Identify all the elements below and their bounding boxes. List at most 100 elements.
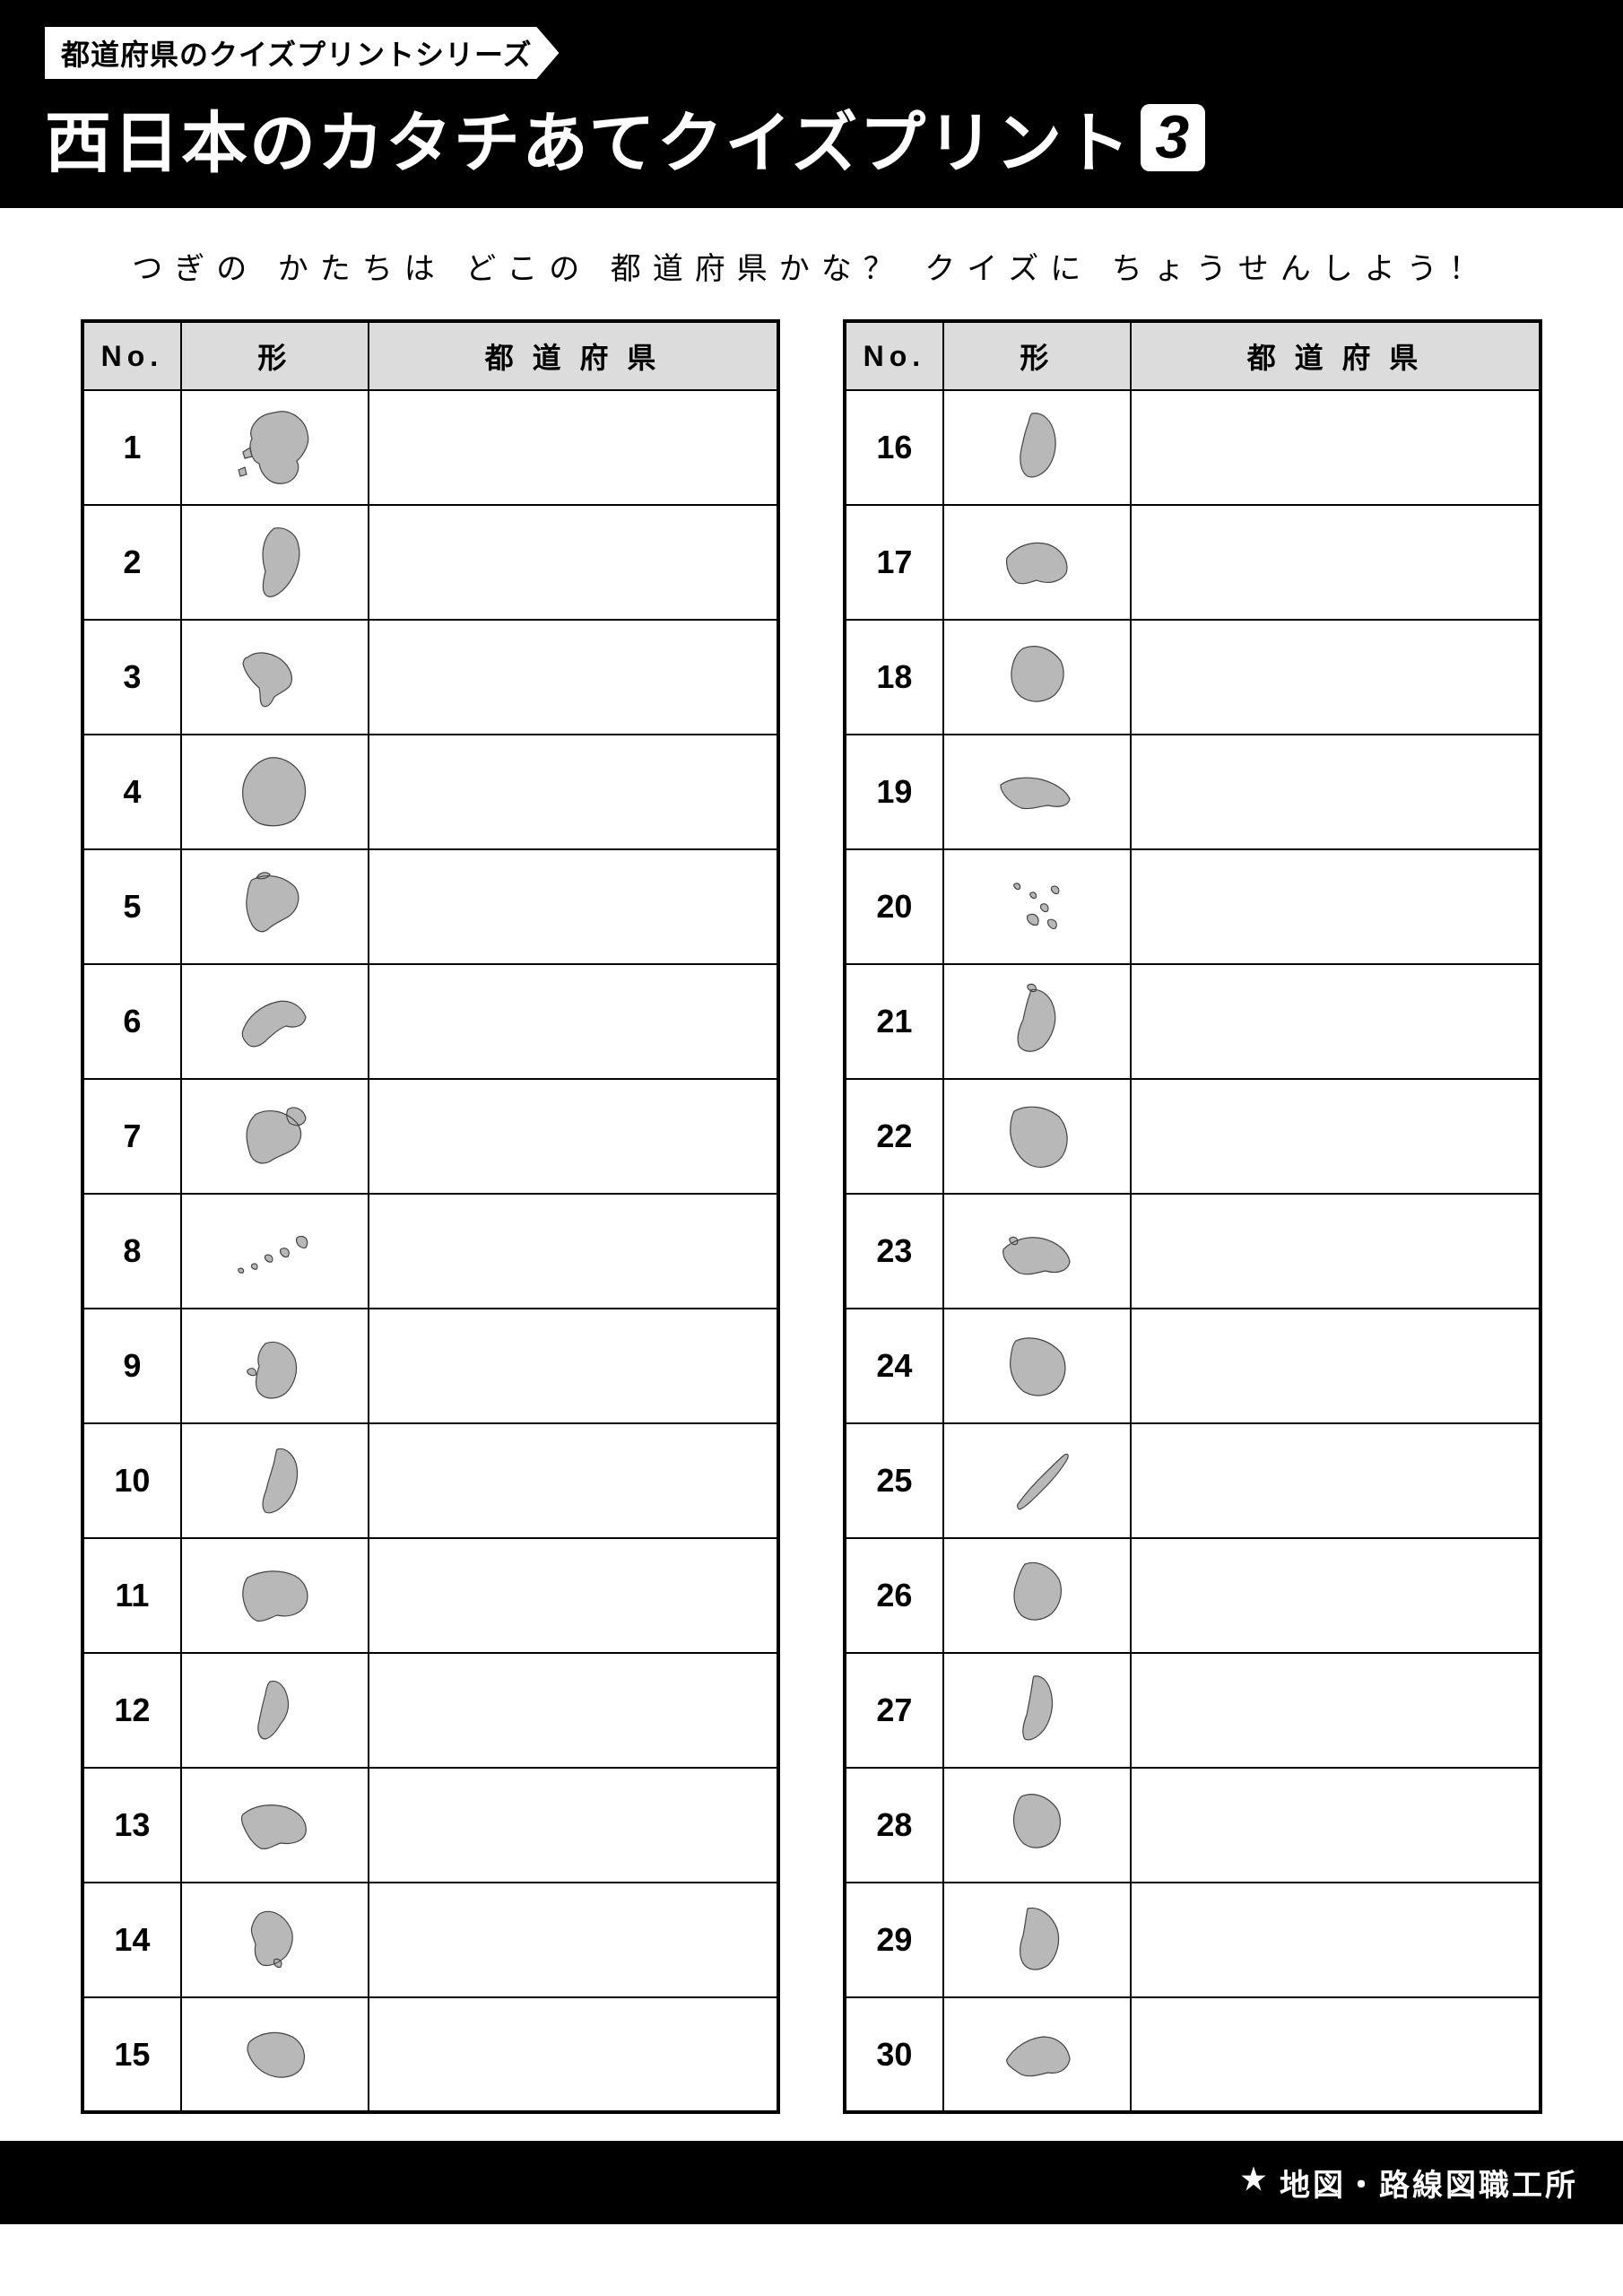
cell-shape xyxy=(943,1538,1131,1653)
cell-shape xyxy=(943,1194,1131,1309)
cell-no: 18 xyxy=(845,620,943,735)
prefecture-shape-icon xyxy=(212,977,337,1066)
cell-no: 16 xyxy=(845,390,943,505)
cell-no: 22 xyxy=(845,1079,943,1194)
cell-answer xyxy=(1131,1423,1541,1538)
cell-no: 15 xyxy=(82,1997,181,2112)
header-prefecture: 都 道 府 県 xyxy=(369,321,778,390)
prefecture-shape-icon xyxy=(212,1206,337,1296)
table-row: 9 xyxy=(82,1309,778,1423)
instruction-text: つぎの かたちは どこの 都道府県かな？ クイズに ちょうせんしよう！ xyxy=(81,244,1542,288)
quiz-table-left: No. 形 都 道 府 県 123456789101112131415 xyxy=(81,319,780,2114)
cell-shape xyxy=(943,620,1131,735)
cell-no: 26 xyxy=(845,1538,943,1653)
cell-answer xyxy=(369,1883,778,1997)
cell-shape xyxy=(181,390,369,505)
main-title: 西日本のカタチあてクイズプリント 3 xyxy=(45,90,1578,186)
cell-no: 6 xyxy=(82,964,181,1079)
cell-no: 8 xyxy=(82,1194,181,1309)
prefecture-shape-icon xyxy=(974,403,1099,492)
table-row: 23 xyxy=(845,1194,1541,1309)
prefecture-shape-icon xyxy=(212,1436,337,1526)
prefecture-shape-icon xyxy=(974,1206,1099,1296)
prefecture-shape-icon xyxy=(974,747,1099,837)
table-row: 18 xyxy=(845,620,1541,735)
prefecture-shape-icon xyxy=(974,862,1099,952)
table-row: 26 xyxy=(845,1538,1541,1653)
header-prefecture: 都 道 府 県 xyxy=(1131,321,1541,390)
prefecture-shape-icon xyxy=(212,517,337,607)
cell-answer xyxy=(1131,1194,1541,1309)
cell-shape xyxy=(943,1997,1131,2112)
prefecture-shape-icon xyxy=(974,632,1099,722)
table-row: 13 xyxy=(82,1768,778,1883)
table-row: 1 xyxy=(82,390,778,505)
cell-no: 17 xyxy=(845,505,943,620)
table-header-row: No. 形 都 道 府 県 xyxy=(82,321,778,390)
cell-no: 21 xyxy=(845,964,943,1079)
cell-answer xyxy=(1131,620,1541,735)
cell-no: 27 xyxy=(845,1653,943,1768)
cell-shape xyxy=(181,505,369,620)
cell-answer xyxy=(369,1309,778,1423)
table-row: 24 xyxy=(845,1309,1541,1423)
cell-answer xyxy=(369,390,778,505)
table-row: 20 xyxy=(845,849,1541,964)
cell-shape xyxy=(943,1653,1131,1768)
table-row: 3 xyxy=(82,620,778,735)
cell-shape xyxy=(943,505,1131,620)
prefecture-shape-icon xyxy=(212,2010,337,2100)
cell-answer xyxy=(369,735,778,849)
cell-shape xyxy=(943,1423,1131,1538)
cell-shape xyxy=(181,1309,369,1423)
content-area: つぎの かたちは どこの 都道府県かな？ クイズに ちょうせんしよう！ No. … xyxy=(0,208,1623,2141)
series-label: 都道府県のクイズプリントシリーズ xyxy=(45,27,559,79)
table-row: 6 xyxy=(82,964,778,1079)
prefecture-shape-icon xyxy=(212,1780,337,1870)
cell-answer xyxy=(369,1194,778,1309)
cell-answer xyxy=(369,849,778,964)
cell-no: 2 xyxy=(82,505,181,620)
table-row: 14 xyxy=(82,1883,778,1997)
table-row: 30 xyxy=(845,1997,1541,2112)
cell-answer xyxy=(1131,735,1541,849)
cell-no: 14 xyxy=(82,1883,181,1997)
cell-answer xyxy=(369,1997,778,2112)
table-header-row: No. 形 都 道 府 県 xyxy=(845,321,1541,390)
cell-shape xyxy=(181,1768,369,1883)
header-shape: 形 xyxy=(181,321,369,390)
cell-answer xyxy=(1131,1079,1541,1194)
cell-answer xyxy=(1131,1538,1541,1653)
prefecture-shape-icon xyxy=(212,1091,337,1181)
table-row: 11 xyxy=(82,1538,778,1653)
cell-answer xyxy=(1131,390,1541,505)
table-row: 21 xyxy=(845,964,1541,1079)
cell-shape xyxy=(943,1768,1131,1883)
prefecture-shape-icon xyxy=(212,403,337,492)
table-row: 5 xyxy=(82,849,778,964)
prefecture-shape-icon xyxy=(974,977,1099,1066)
tables-wrap: No. 形 都 道 府 県 123456789101112131415 No. … xyxy=(81,319,1542,2114)
cell-no: 20 xyxy=(845,849,943,964)
title-number: 3 xyxy=(1141,104,1205,171)
cell-shape xyxy=(943,849,1131,964)
cell-no: 28 xyxy=(845,1768,943,1883)
cell-shape xyxy=(181,1653,369,1768)
prefecture-shape-icon xyxy=(974,1665,1099,1755)
cell-answer xyxy=(1131,1883,1541,1997)
cell-shape xyxy=(943,1309,1131,1423)
cell-shape xyxy=(943,1079,1131,1194)
quiz-table-right: No. 形 都 道 府 県 16171819202122232425262728… xyxy=(843,319,1542,2114)
cell-answer xyxy=(1131,1997,1541,2112)
cell-answer xyxy=(369,1423,778,1538)
prefecture-shape-icon xyxy=(974,1091,1099,1181)
prefecture-shape-icon xyxy=(974,1321,1099,1411)
prefecture-shape-icon xyxy=(974,1551,1099,1640)
footer-logo-icon xyxy=(1238,2163,1269,2202)
cell-no: 11 xyxy=(82,1538,181,1653)
cell-no: 4 xyxy=(82,735,181,849)
cell-no: 10 xyxy=(82,1423,181,1538)
cell-no: 12 xyxy=(82,1653,181,1768)
cell-answer xyxy=(369,620,778,735)
cell-shape xyxy=(181,1538,369,1653)
